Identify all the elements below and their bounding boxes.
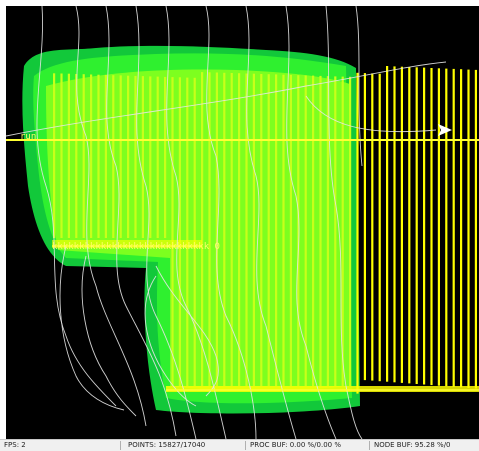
bar-column: [75, 74, 78, 238]
trace-line: [325, 6, 363, 439]
bar-column: [134, 75, 137, 239]
trace-line: [75, 6, 147, 427]
bar-column: [378, 73, 381, 382]
bar-column: [178, 77, 181, 387]
bar-column: [393, 66, 396, 383]
bar-column: [363, 73, 366, 381]
bar-column: [430, 68, 433, 386]
bar-column: [408, 67, 411, 384]
white-trace-lines: [6, 6, 447, 439]
status-proc-buf: PROC BUF: 0.00 %/0.00 %: [250, 441, 341, 449]
bar-column: [460, 69, 463, 388]
status-divider: [245, 441, 246, 450]
bar-column: [230, 73, 233, 386]
yellow-axis-lines: [6, 139, 479, 391]
bar-column: [193, 77, 196, 387]
bar-column: [312, 75, 315, 386]
trace-line: [59, 245, 125, 411]
bar-column: [423, 67, 426, 385]
trace-line: [165, 6, 227, 439]
bar-column: [415, 67, 418, 385]
bar-column: [60, 73, 63, 238]
bar-column: [208, 72, 211, 387]
bar-column: [201, 72, 204, 386]
status-divider: [369, 441, 370, 450]
bar-column: [319, 75, 322, 387]
bar-column: [356, 72, 359, 394]
bar-column: [97, 74, 100, 238]
bar-column: [282, 74, 285, 386]
point-cloud-canvas[interactable]: [6, 6, 479, 439]
trace-line: [81, 255, 137, 417]
bar-column: [341, 76, 344, 386]
trace-line: [105, 6, 177, 437]
bar-column: [104, 74, 107, 239]
bar-column: [149, 76, 152, 239]
bar-column: [437, 68, 440, 386]
bar-column: [215, 72, 218, 386]
trace-line: [305, 95, 437, 133]
bar-column: [127, 75, 130, 238]
bar-column: [334, 76, 337, 387]
bar-column: [400, 66, 403, 383]
bar-column: [297, 75, 300, 386]
trace-line: [355, 6, 363, 167]
bar-column: [267, 74, 270, 386]
bar-column: [275, 74, 278, 387]
trace-line: [205, 6, 257, 439]
bar-column: [186, 77, 189, 386]
bar-column: [452, 68, 455, 387]
bar-column: [112, 75, 115, 238]
status-fps: FPS: 2: [4, 441, 26, 449]
status-divider: [120, 441, 121, 450]
bar-column: [467, 69, 470, 388]
bar-column: [156, 76, 159, 238]
bar-column: [67, 73, 70, 238]
trace-line: [6, 61, 447, 137]
green-cloud-inner: [46, 69, 350, 391]
bar-column: [371, 73, 374, 381]
bar-column: [164, 76, 167, 239]
fifo-label: kkkkkkkkkkkkkkkkkkkkkkkkkkkkk 0: [52, 242, 220, 252]
fifo-strip: [52, 240, 202, 248]
bar-column: [90, 74, 93, 238]
bar-base-strip: [166, 386, 479, 392]
bar-column: [349, 76, 352, 387]
bar-column: [53, 73, 56, 238]
bar-column: [304, 75, 307, 387]
trace-line: [155, 265, 219, 397]
bar-column: [386, 66, 389, 382]
bar-column: [260, 74, 263, 386]
bar-column: [474, 69, 477, 389]
status-node-buf: NODE BUF: 95.28 %/0: [374, 441, 451, 449]
status-points: POINTS: 15827/17040: [128, 441, 206, 449]
bar-column: [245, 73, 248, 386]
trace-line: [144, 275, 197, 407]
trace-line: [135, 6, 197, 439]
bar-column: [326, 76, 329, 386]
trace-line: [36, 6, 117, 407]
status-bar: FPS: 2 POINTS: 15827/17040 PROC BUF: 0.0…: [0, 439, 479, 451]
arrow-pointer-icon: [438, 124, 452, 136]
bar-column: [223, 72, 226, 387]
bar-column: [252, 73, 255, 386]
bar-column: [238, 73, 241, 386]
trace-line: [285, 6, 337, 439]
bar-column: [289, 74, 292, 387]
bar-column: [82, 74, 85, 238]
run-label: run: [20, 132, 37, 142]
point-cloud-viewport[interactable]: run kkkkkkkkkkkkkkkkkkkkkkkkkkkkk 0: [6, 6, 479, 439]
bar-column: [445, 68, 448, 387]
bar-column: [141, 76, 144, 238]
yellow-bar-columns: [52, 66, 479, 394]
bar-column: [119, 75, 122, 239]
trace-line: [245, 6, 297, 439]
bar-column: [171, 77, 174, 386]
